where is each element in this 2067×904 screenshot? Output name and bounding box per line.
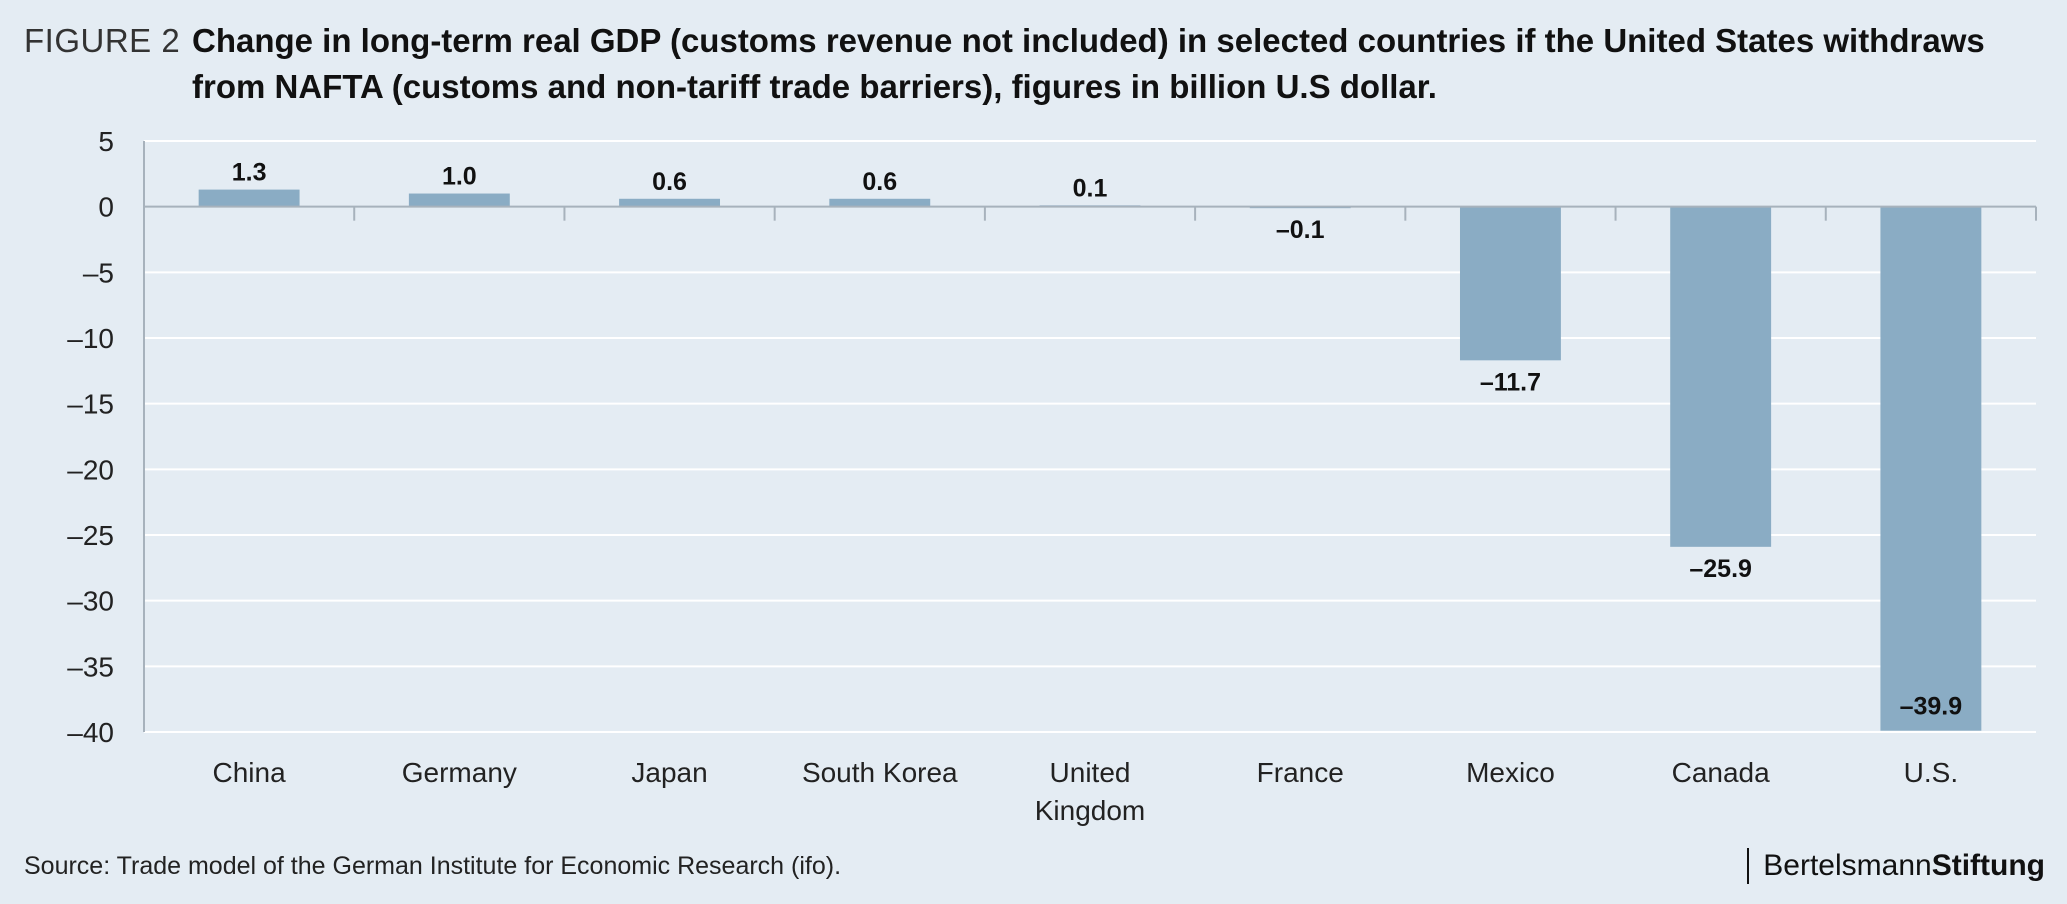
category-label: U.S. (1904, 757, 1958, 788)
y-tick-label: –20 (67, 454, 114, 485)
chart-title-line-2: from NAFTA (customs and non-tariff trade… (192, 68, 1437, 105)
brand-divider (1747, 848, 1750, 884)
data-label: 0.1 (1073, 174, 1108, 202)
data-label: 1.3 (232, 159, 267, 187)
bar (1459, 206, 1561, 361)
labels: 5 0 –5 –10 –15 –20 –25 –30 –35 –40 1.3 China 1.0 Germ… (67, 126, 1962, 826)
chart-title-line-1: Change in long-term real GDP (customs re… (192, 22, 1985, 59)
y-tick-label: –25 (67, 520, 114, 551)
bar (1670, 206, 1772, 547)
source-note: Source: Trade model of the German Instit… (24, 852, 842, 880)
axes (143, 141, 2037, 732)
bar (1880, 206, 1982, 731)
data-label: –39.9 (1900, 693, 1963, 721)
y-tick-label: –30 (67, 586, 114, 617)
category-label: Germany (402, 757, 517, 788)
y-tick-label: –5 (83, 257, 114, 288)
category-label: Kingdom (1035, 795, 1146, 826)
data-label: –11.7 (1480, 368, 1541, 396)
data-label: –0.1 (1276, 216, 1325, 244)
brand-name-part2: Stiftung (1931, 849, 2045, 882)
data-label: 0.6 (862, 168, 897, 196)
category-label: Japan (631, 757, 707, 788)
figure-label: FIGURE 2 (24, 22, 181, 59)
y-tick-label: –10 (67, 323, 114, 354)
bar (198, 189, 300, 207)
data-label: 1.0 (442, 163, 477, 191)
category-label: Canada (1672, 757, 1771, 788)
bar (619, 198, 721, 207)
category-label: Mexico (1466, 757, 1555, 788)
category-label: South Korea (802, 757, 958, 788)
y-tick-label: –35 (67, 651, 114, 682)
category-label: United (1050, 757, 1131, 788)
data-label: –25.9 (1689, 555, 1752, 583)
y-tick-label: –40 (67, 717, 114, 748)
bar (829, 198, 931, 207)
brand-name-part1: Bertelsmann (1763, 849, 1932, 882)
y-tick-label: –15 (67, 389, 114, 420)
bar-chart: 5 0 –5 –10 –15 –20 –25 –30 –35 –40 1.3 China 1.0 Germ… (67, 126, 2037, 826)
y-tick-label: 0 (98, 192, 114, 223)
data-label: 0.6 (652, 168, 687, 196)
chart-title: Change in long-term real GDP (customs re… (192, 18, 2032, 110)
category-label: China (213, 757, 287, 788)
brand-logo: Bertelsmann Stiftung (1747, 848, 2045, 884)
bars (198, 189, 1982, 731)
category-label: France (1257, 757, 1344, 788)
bar (408, 193, 510, 207)
y-tick-label: 5 (98, 126, 114, 157)
